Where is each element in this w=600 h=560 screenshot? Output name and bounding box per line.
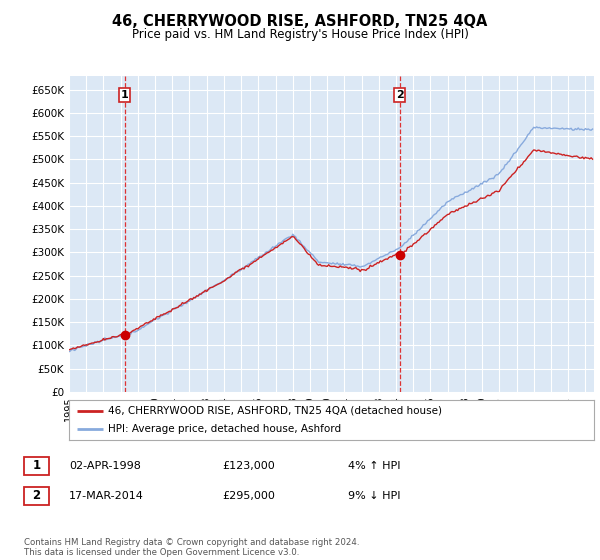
Text: 2: 2: [396, 90, 404, 100]
Text: 1: 1: [32, 459, 41, 473]
Text: 4% ↑ HPI: 4% ↑ HPI: [348, 461, 401, 471]
Text: Price paid vs. HM Land Registry's House Price Index (HPI): Price paid vs. HM Land Registry's House …: [131, 28, 469, 41]
Text: HPI: Average price, detached house, Ashford: HPI: Average price, detached house, Ashf…: [109, 424, 341, 434]
Text: 02-APR-1998: 02-APR-1998: [69, 461, 141, 471]
Text: 2: 2: [32, 489, 41, 502]
Text: £295,000: £295,000: [222, 491, 275, 501]
Text: 1: 1: [121, 90, 129, 100]
Text: 17-MAR-2014: 17-MAR-2014: [69, 491, 144, 501]
Text: Contains HM Land Registry data © Crown copyright and database right 2024.
This d: Contains HM Land Registry data © Crown c…: [24, 538, 359, 557]
Text: 46, CHERRYWOOD RISE, ASHFORD, TN25 4QA (detached house): 46, CHERRYWOOD RISE, ASHFORD, TN25 4QA (…: [109, 406, 442, 416]
Text: 46, CHERRYWOOD RISE, ASHFORD, TN25 4QA: 46, CHERRYWOOD RISE, ASHFORD, TN25 4QA: [112, 14, 488, 29]
Text: 9% ↓ HPI: 9% ↓ HPI: [348, 491, 401, 501]
Text: £123,000: £123,000: [222, 461, 275, 471]
